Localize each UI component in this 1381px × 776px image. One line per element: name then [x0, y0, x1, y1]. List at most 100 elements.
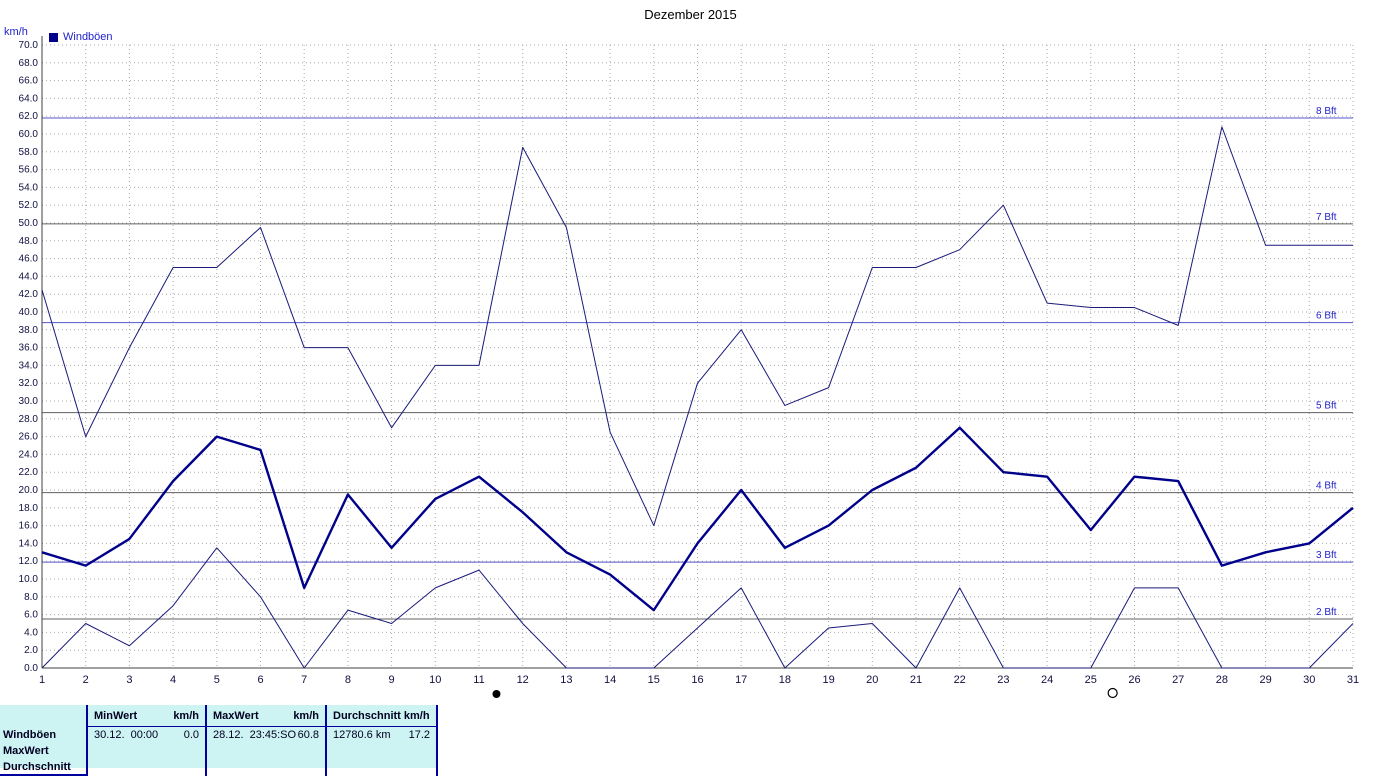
y-tick-label: 48.0: [19, 236, 39, 247]
y-tick-label: 50.0: [19, 218, 39, 229]
x-tick-label: 17: [735, 674, 747, 686]
y-tick-label: 56.0: [19, 165, 39, 176]
new-moon-icon: [492, 690, 501, 698]
series-max-line: [41, 126, 1353, 527]
x-tick-label: 30: [1303, 674, 1315, 686]
stats-table: MinWert km/h MaxWert km/h Durchschnitt k…: [0, 705, 438, 776]
maxwert-max-cell: [205, 743, 325, 759]
y-tick-label: 62.0: [19, 111, 39, 122]
x-tick-label: 22: [954, 674, 966, 686]
beaufort-label: 2 Bft: [1316, 607, 1337, 618]
y-tick-label: 52.0: [19, 200, 39, 211]
chart-title: Dezember 2015: [644, 7, 737, 22]
x-tick-label: 20: [866, 674, 878, 686]
durchschnitt-header-label: Durchschnitt km/h: [333, 709, 430, 722]
y-tick-label: 14.0: [19, 538, 39, 549]
x-tick-label: 25: [1085, 674, 1097, 686]
y-tick-label: 26.0: [19, 432, 39, 443]
x-tick-label: 31: [1347, 674, 1359, 686]
x-tick-label: 9: [389, 674, 395, 686]
stats-header-minwert: MinWert km/h: [86, 705, 205, 727]
max-time: 23:45:SO: [249, 729, 297, 741]
x-tick-label: 7: [301, 674, 307, 686]
stats-header-durchschnitt: Durchschnitt km/h: [325, 705, 438, 727]
y-tick-label: 68.0: [19, 58, 39, 69]
x-tick-label: 26: [1128, 674, 1140, 686]
x-tick-label: 8: [345, 674, 351, 686]
min-date: 30.12.: [94, 729, 125, 741]
full-moon-icon: [1107, 687, 1118, 699]
x-tick-label: 4: [170, 674, 176, 686]
y-tick-label: 60.0: [19, 129, 39, 140]
windboeen-legend-label: Windböen: [63, 31, 113, 43]
x-tick-label: 16: [691, 674, 703, 686]
y-tick-label: 4.0: [24, 627, 38, 638]
maxwert-min-cell: [86, 743, 205, 759]
x-tick-label: 5: [214, 674, 220, 686]
y-tick-label: 0.0: [24, 663, 38, 674]
y-tick-label: 20.0: [19, 485, 39, 496]
row-label-windboeen: Windböen: [3, 729, 57, 741]
y-tick-label: 40.0: [19, 307, 39, 318]
x-tick-label: 27: [1172, 674, 1184, 686]
beaufort-label: 3 Bft: [1316, 550, 1337, 561]
x-tick-label: 24: [1041, 674, 1053, 686]
wind-chart: 2 Bft 3 Bft 4 Bft 5 Bft 6 Bft 7 Bft 8 Bft 0.0 2.…: [19, 36, 1359, 699]
y-tick-label: 10.0: [19, 574, 39, 585]
y-tick-label: 22.0: [19, 467, 39, 478]
windboeen-min-cell: 30.12. 00:00 0.0: [86, 727, 205, 743]
avg-value: 17.2: [408, 729, 430, 741]
y-tick-label: 42.0: [19, 289, 39, 300]
x-tick-label: 23: [997, 674, 1009, 686]
y-tick-label: 16.0: [19, 521, 39, 532]
x-tick-label: 29: [1259, 674, 1271, 686]
beaufort-label: 6 Bft: [1316, 311, 1337, 322]
x-tick-label: 11: [473, 674, 484, 686]
y-tick-label: 32.0: [19, 378, 39, 389]
y-tick-label: 70.0: [19, 40, 39, 51]
maxwert-header-unit: km/h: [293, 709, 319, 722]
maxwert-header-label: MaxWert: [213, 709, 259, 722]
legend: Windböen: [49, 31, 113, 43]
y-tick-label: 46.0: [19, 254, 39, 265]
y-tick-label: 58.0: [19, 147, 39, 158]
maxwert-avg-cell: [325, 743, 438, 759]
x-tick-label: 15: [648, 674, 660, 686]
max-date: 28.12.: [213, 729, 244, 741]
series-min-line: [41, 547, 1354, 669]
x-tick-label: 19: [822, 674, 834, 686]
minwert-header-label: MinWert: [94, 709, 138, 722]
beaufort-label: 8 Bft: [1316, 106, 1337, 117]
min-time: 00:00: [130, 729, 159, 741]
x-tick-label: 12: [517, 674, 529, 686]
x-tick-label: 3: [126, 674, 132, 686]
y-tick-label: 38.0: [19, 325, 39, 336]
beaufort-label: 5 Bft: [1316, 401, 1337, 412]
y-tick-label: 24.0: [19, 449, 39, 460]
y-tick-label: 2.0: [24, 645, 38, 656]
y-tick-label: 54.0: [19, 182, 39, 193]
stats-corner-cell: [0, 705, 86, 727]
x-tick-label: 6: [257, 674, 263, 686]
beaufort-label: 4 Bft: [1316, 481, 1337, 492]
windboeen-max-cell: 28.12. 23:45:SO 60.8: [205, 727, 325, 743]
y-tick-label: 36.0: [19, 343, 39, 354]
x-tick-label: 13: [560, 674, 572, 686]
x-tick-label: 2: [83, 674, 89, 686]
x-tick-label: 21: [910, 674, 922, 686]
wind-run: 12780.6 km: [333, 729, 391, 741]
minwert-header-unit: km/h: [173, 709, 199, 722]
x-tick-label: 1: [39, 674, 45, 686]
windboeen-avg-cell: 12780.6 km 17.2: [325, 727, 438, 743]
x-tick-label: 14: [604, 674, 616, 686]
series-windboeen: [41, 426, 1354, 612]
y-tick-label: 28.0: [19, 414, 39, 425]
y-tick-label: 18.0: [19, 503, 39, 514]
windboeen-legend-swatch: [49, 32, 58, 42]
stats-header-maxwert: MaxWert km/h: [205, 705, 325, 727]
y-tick-label: 12.0: [19, 556, 39, 567]
y-tick-label: 34.0: [19, 360, 39, 371]
y-tick-label: 64.0: [19, 93, 39, 104]
x-tick-label: 28: [1216, 674, 1228, 686]
x-tick-label: 18: [779, 674, 791, 686]
